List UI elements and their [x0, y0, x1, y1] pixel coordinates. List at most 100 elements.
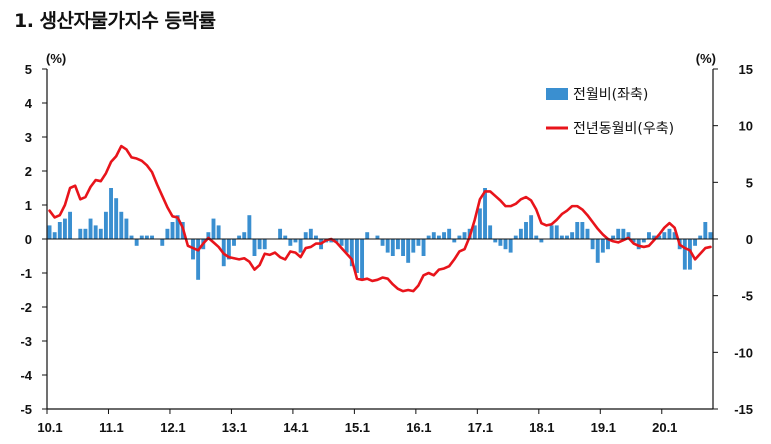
chart-title: 1. 생산자물가지수 등락률 [14, 10, 216, 32]
bar-mark [62, 218, 67, 239]
x-tick-label: 16.1 [406, 420, 431, 435]
bar-mark [57, 222, 62, 239]
bar-mark [698, 235, 703, 239]
bar-mark [662, 232, 667, 239]
bar-mark [600, 239, 605, 253]
left-tick-label: -2 [20, 300, 32, 315]
bar-mark [436, 235, 441, 239]
bar-mark [165, 228, 170, 239]
bar-mark [616, 228, 621, 239]
bar-mark [139, 235, 144, 239]
bar-mark [211, 218, 216, 239]
x-tick-label: 19.1 [591, 420, 616, 435]
bar-mark [672, 232, 677, 239]
bar-mark [216, 225, 221, 239]
right-axis-unit: (%) [696, 51, 716, 66]
bar-mark [652, 235, 657, 239]
bar-mark [88, 218, 93, 239]
left-tick-label: 1 [25, 198, 32, 213]
bar-mark [232, 239, 236, 246]
right-tick-label: -10 [734, 345, 753, 360]
x-tick-label: 11.1 [99, 420, 124, 435]
bar-mark [483, 188, 487, 239]
legend-label-yoy: 전년동월비(우축) [573, 121, 674, 137]
right-tick-label: 10 [739, 119, 753, 134]
left-tick-label: 3 [25, 130, 32, 145]
left-tick-label: 0 [25, 232, 32, 247]
bar-mark [503, 239, 508, 250]
bar-mark [477, 208, 482, 239]
bar-mark [708, 232, 713, 239]
line-series-yoy [48, 144, 712, 293]
bar-mark [462, 232, 467, 239]
bar-mark [457, 235, 462, 239]
bar-mark [355, 239, 359, 273]
bar-mark [109, 188, 113, 239]
bar-mark [237, 235, 242, 239]
bar-mark [575, 222, 580, 239]
bar-mark [508, 239, 513, 253]
bar-mark [390, 239, 395, 256]
bar-mark [385, 239, 390, 253]
left-tick-label: -3 [20, 334, 32, 349]
legend: 전월비(좌축) 전년동월비(우축) [546, 87, 674, 137]
bar-mark [426, 235, 431, 239]
bar-mark [129, 235, 134, 239]
right-tick-label: -5 [741, 289, 753, 304]
bar-mark [52, 232, 57, 239]
line-layer [48, 144, 712, 293]
bar-mark [365, 232, 370, 239]
bar-mark [119, 211, 124, 239]
bar-mark [360, 239, 365, 280]
bar-mark [411, 239, 416, 253]
left-tick-label: -5 [20, 402, 32, 417]
bar-mark [559, 235, 564, 239]
bar-mark [611, 235, 616, 239]
bar-mark [529, 215, 534, 239]
bar-mark [488, 225, 493, 239]
bar-mark [534, 235, 539, 239]
bars-layer [47, 188, 713, 280]
legend-swatch-mom [546, 88, 568, 100]
bar-mark [334, 239, 339, 243]
bar-mark [570, 232, 575, 239]
bar-mark [636, 239, 641, 250]
bar-mark [242, 232, 247, 239]
bar-mark [693, 239, 698, 246]
bar-mark [688, 239, 692, 270]
bar-mark [539, 239, 544, 243]
bar-mark [493, 239, 498, 243]
bar-mark [124, 218, 129, 239]
bar-mark [431, 232, 436, 239]
bar-mark [518, 228, 523, 239]
bar-mark [641, 239, 646, 243]
right-tick-label: -15 [734, 402, 753, 417]
legend-label-mom: 전월비(좌축) [573, 87, 648, 103]
bar-mark [472, 225, 477, 239]
x-tick-label: 14.1 [283, 420, 308, 435]
bar-mark [252, 239, 257, 256]
bar-mark [303, 232, 308, 239]
bar-mark [401, 239, 405, 256]
left-tick-label: 2 [25, 164, 32, 179]
bar-mark [590, 239, 595, 250]
bar-mark [83, 228, 88, 239]
bar-mark [421, 239, 426, 256]
bar-mark [160, 239, 165, 246]
bar-mark [288, 239, 293, 246]
bar-mark [226, 239, 231, 260]
bar-mark [565, 235, 569, 239]
bar-mark [667, 228, 672, 239]
bar-mark [631, 239, 636, 243]
x-tick-label: 20.1 [652, 420, 677, 435]
bar-mark [134, 239, 139, 246]
left-tick-label: 5 [25, 62, 32, 77]
right-tick-label: 15 [739, 62, 753, 77]
bar-mark [308, 228, 313, 239]
bar-mark [114, 198, 119, 239]
bar-mark [339, 239, 344, 246]
bar-mark [647, 232, 651, 239]
bar-mark [206, 232, 211, 239]
right-tick-label: 0 [746, 232, 753, 247]
